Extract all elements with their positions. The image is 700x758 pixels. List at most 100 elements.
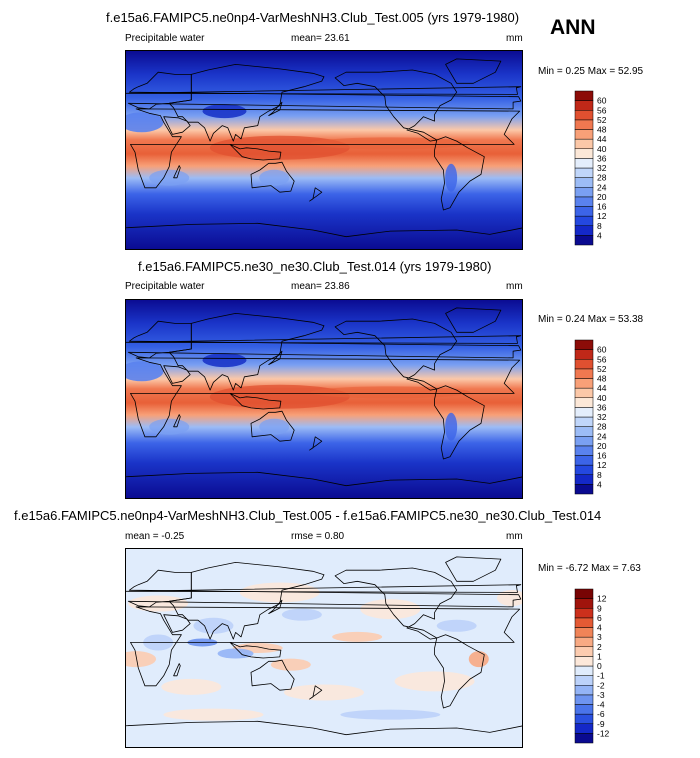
colorbar-2-tick-label: 24 bbox=[597, 431, 607, 441]
colorbar-1-box-15 bbox=[574, 90, 594, 101]
colorbar-3-box-8 bbox=[574, 656, 594, 667]
colorbar-3-tick-label: 3 bbox=[597, 632, 602, 642]
colorbar-2-tick-label: 32 bbox=[597, 412, 607, 422]
colorbar-1-tick-label: 52 bbox=[597, 115, 607, 125]
panel-3-mean: mean = -0.25 bbox=[125, 531, 185, 542]
colorbar-2-tick-label: 40 bbox=[597, 393, 607, 403]
panel-1-minmax: Min = 0.25 Max = 52.95 bbox=[538, 66, 644, 77]
colorbar-1-tick-label: 20 bbox=[597, 192, 607, 202]
colorbar-3-box-14 bbox=[574, 598, 594, 609]
panel-2-variable: Precipitable water bbox=[125, 281, 205, 292]
colorbar-1-box-9 bbox=[574, 148, 594, 159]
colorbar-1-tick-label: 12 bbox=[597, 211, 607, 221]
colorbar-2-tick-label: 20 bbox=[597, 441, 607, 451]
colorbar-1-box-7 bbox=[574, 167, 594, 178]
panel-2-minmax: Min = 0.24 Max = 53.38 bbox=[538, 314, 644, 325]
colorbar-3-box-1 bbox=[574, 723, 594, 734]
colorbar-2-box-1 bbox=[574, 474, 594, 485]
colorbar-1-box-14 bbox=[574, 100, 594, 111]
colorbar-3-tick-label: -12 bbox=[597, 728, 610, 738]
colorbar-3-tick-label: -4 bbox=[597, 700, 605, 710]
colorbar-1-box-5 bbox=[574, 187, 594, 198]
panel-3-title: f.e15a6.FAMIPC5.ne0np4-VarMeshNH3.Club_T… bbox=[14, 508, 602, 523]
panel-1-units: mm bbox=[506, 33, 523, 44]
colorbar-2-box-11 bbox=[574, 378, 594, 389]
colorbar-1-box-10 bbox=[574, 138, 594, 150]
colorbar-2-box-10 bbox=[574, 387, 594, 399]
colorbar-1-tick-label: 32 bbox=[597, 163, 607, 173]
colorbar-3-box-7 bbox=[574, 665, 594, 676]
colorbar-3-tick-label: 0 bbox=[597, 661, 602, 671]
colorbar-1-box-12 bbox=[574, 119, 594, 130]
panel-2-title: f.e15a6.FAMIPC5.ne30_ne30.Club_Test.014 … bbox=[138, 259, 492, 274]
colorbar-1-tick-label: 24 bbox=[597, 182, 607, 192]
colorbar-2-tick-label: 36 bbox=[597, 402, 607, 412]
colorbar-2-box-14 bbox=[574, 349, 594, 360]
colorbar-2-tick-label: 52 bbox=[597, 364, 607, 374]
colorbar-1-tick-label: 40 bbox=[597, 144, 607, 154]
panel-2-units: mm bbox=[506, 281, 523, 292]
colorbar-2-box-9 bbox=[574, 397, 594, 408]
colorbar-2-tick-label: 4 bbox=[597, 479, 602, 489]
colorbar-2-box-15 bbox=[574, 339, 594, 350]
colorbar-1-box-6 bbox=[574, 177, 594, 188]
colorbar-1-box-2 bbox=[574, 215, 594, 227]
colorbar-1-tick-label: 44 bbox=[597, 134, 607, 144]
colorbar-1-box-13 bbox=[574, 110, 594, 121]
colorbar-3-box-5 bbox=[574, 685, 594, 696]
colorbar-3-tick-label: 9 bbox=[597, 603, 602, 613]
season-label: ANN bbox=[550, 16, 596, 39]
panel-3-map bbox=[125, 548, 523, 748]
colorbar-1-box-11 bbox=[574, 129, 594, 140]
colorbar-2-tick-label: 60 bbox=[597, 345, 607, 355]
colorbar-2-tick-label: 56 bbox=[597, 354, 607, 364]
panel-2-mean: mean= 23.86 bbox=[291, 281, 350, 292]
colorbar-1-box-8 bbox=[574, 158, 594, 169]
colorbar-3-box-11 bbox=[574, 627, 594, 638]
colorbar-1-tick-label: 28 bbox=[597, 173, 607, 183]
panel-1-variable: Precipitable water bbox=[125, 33, 205, 44]
colorbar-1-tick-label: 56 bbox=[597, 105, 607, 115]
colorbar-2-box-7 bbox=[574, 416, 594, 427]
colorbar-3-box-4 bbox=[574, 694, 594, 705]
colorbar-2-box-8 bbox=[574, 407, 594, 418]
colorbar-1-tick-label: 48 bbox=[597, 125, 607, 135]
colorbar-3-box-3 bbox=[574, 704, 594, 715]
colorbar-3-tick-label: 12 bbox=[597, 594, 607, 604]
colorbar-2-tick-label: 16 bbox=[597, 451, 607, 461]
colorbar-2-tick-label: 44 bbox=[597, 383, 607, 393]
panel-1-map bbox=[125, 50, 523, 250]
colorbar-3-tick-label: 2 bbox=[597, 642, 602, 652]
colorbar-3-box-12 bbox=[574, 617, 594, 628]
colorbar-1-tick-label: 8 bbox=[597, 221, 602, 231]
colorbar-3-tick-label: 6 bbox=[597, 613, 602, 623]
colorbar-3-box-2 bbox=[574, 713, 594, 725]
colorbar-3-tick-label: -2 bbox=[597, 680, 605, 690]
colorbar-3-tick-label: 4 bbox=[597, 623, 602, 633]
colorbar-2-box-5 bbox=[574, 436, 594, 447]
colorbar-2-tick-label: 12 bbox=[597, 460, 607, 470]
colorbar-2-box-6 bbox=[574, 426, 594, 437]
colorbar-3-box-13 bbox=[574, 608, 594, 619]
colorbar-2-box-2 bbox=[574, 464, 594, 476]
colorbar-2-box-4 bbox=[574, 445, 594, 456]
colorbar-1-box-4 bbox=[574, 196, 594, 207]
colorbar-3-box-9 bbox=[574, 646, 594, 657]
colorbar-1-tick-label: 4 bbox=[597, 230, 602, 240]
colorbar-3-tick-label: -6 bbox=[597, 709, 605, 719]
colorbar-3-tick-label: -9 bbox=[597, 719, 605, 729]
colorbar-2-box-3 bbox=[574, 455, 594, 466]
colorbar-3-tick-label: 1 bbox=[597, 651, 602, 661]
panel-1-mean: mean= 23.61 bbox=[291, 33, 350, 44]
colorbar-2-box-12 bbox=[574, 368, 594, 379]
colorbar-1-tick-label: 60 bbox=[597, 96, 607, 106]
colorbar-3-tick-label: -1 bbox=[597, 671, 605, 681]
colorbar-2-tick-label: 8 bbox=[597, 470, 602, 480]
colorbar-3-box-6 bbox=[574, 675, 594, 686]
colorbar-1-tick-label: 36 bbox=[597, 153, 607, 163]
colorbar-3-tick-label: -3 bbox=[597, 690, 605, 700]
colorbar-2-box-0 bbox=[574, 484, 594, 495]
